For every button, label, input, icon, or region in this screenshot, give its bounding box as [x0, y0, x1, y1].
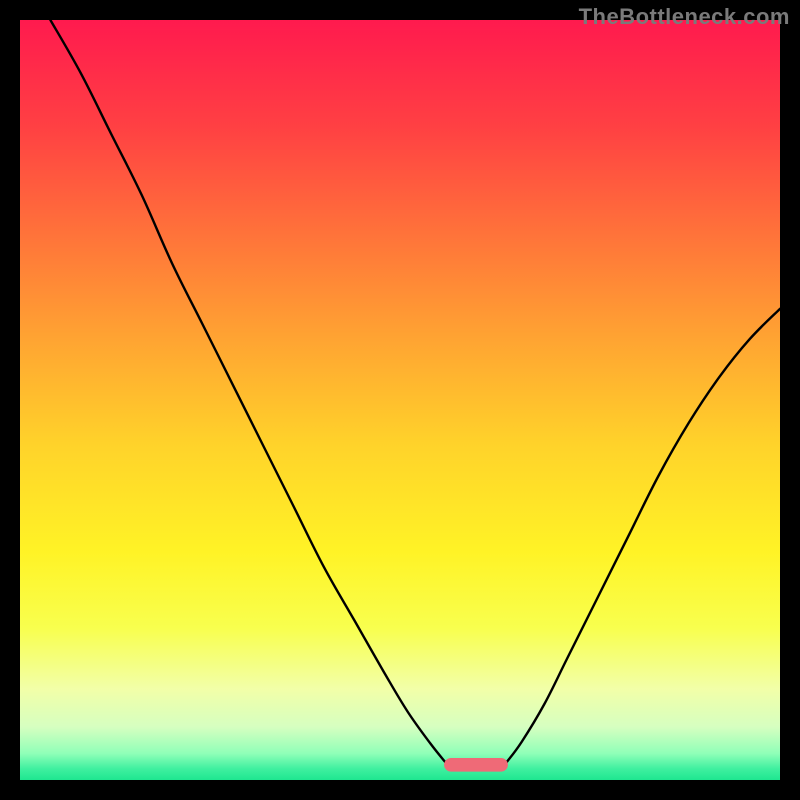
gradient-background	[20, 20, 780, 780]
optimal-marker	[444, 758, 508, 772]
chart-frame: TheBottleneck.com	[0, 0, 800, 800]
chart-svg	[20, 20, 780, 780]
plot-area	[20, 20, 780, 780]
watermark-text: TheBottleneck.com	[579, 4, 790, 30]
